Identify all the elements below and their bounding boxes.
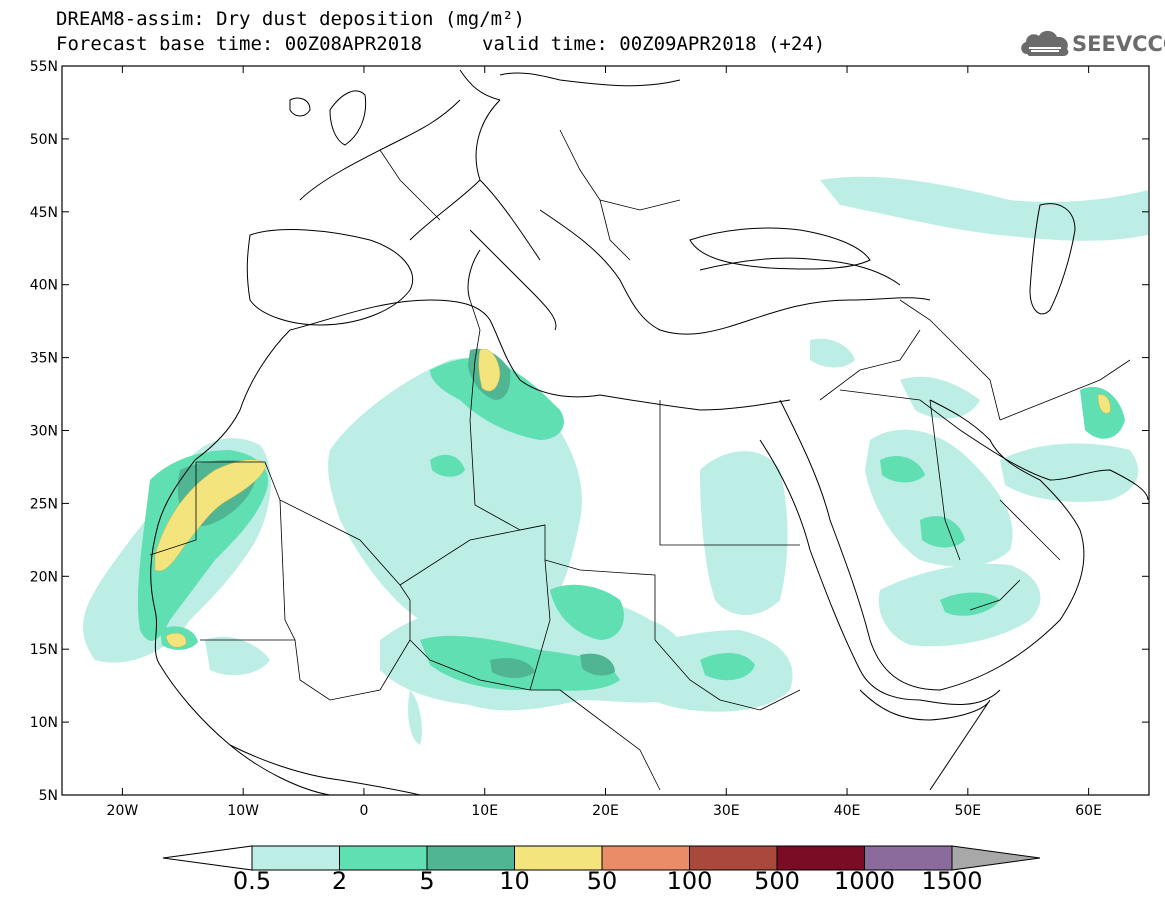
colorbar-label: 2 (331, 867, 348, 895)
colorbar-box (339, 845, 428, 871)
colorbar-label: 1000 (833, 867, 896, 895)
lon-tick-label: 40E (834, 803, 861, 819)
dust-level-0.5 (83, 176, 1148, 745)
lon-tick-label: 0 (359, 803, 368, 819)
colorbar-label: 1500 (921, 867, 983, 895)
lat-tick-label: 15N (30, 642, 58, 658)
colorbar-label: 0.5 (232, 867, 272, 895)
colorbar-box (251, 845, 340, 871)
longitude-axis: 20W 10W 0 10E 20E 30E 40E 50E 60E (107, 66, 1102, 819)
forecast-base-time: Forecast base time: 00Z08APR2018 (56, 33, 423, 55)
lat-tick-label: 30N (30, 424, 58, 440)
colorbar-label: 100 (666, 867, 713, 895)
colorbar-box (689, 845, 778, 871)
lat-tick-label: 20N (30, 569, 58, 585)
lat-tick-label: 25N (30, 496, 58, 512)
colorbar-label: 500 (754, 867, 800, 895)
colorbar-box (776, 845, 865, 871)
lon-tick-label: 50E (954, 803, 981, 819)
colorbar (162, 845, 1041, 871)
lon-tick-label: 60E (1075, 803, 1102, 819)
valid-time: valid time: 00Z09APR2018 (+24) (482, 33, 826, 55)
colorbar-right-arrow (951, 845, 1041, 871)
logo-text: SEEVCCC (1072, 32, 1165, 56)
lat-tick-label: 5N (39, 788, 58, 804)
colorbar-box (426, 845, 515, 871)
lat-tick-label: 55N (30, 59, 58, 75)
seevccc-logo: SEEVCCC (1017, 26, 1165, 60)
lon-tick-label: 30E (713, 803, 740, 819)
lat-tick-label: 35N (30, 351, 58, 367)
dust-fields (83, 176, 1148, 745)
map-title: DREAM8-assim: Dry dust deposition (mg/m²… (56, 8, 525, 30)
cloud-icon (1021, 30, 1069, 56)
lon-tick-label: 10W (227, 803, 259, 819)
latitude-axis: 55N 50N 45N 40N 35N 30N 25N 20N 15N 10N 5N (30, 59, 1149, 804)
lat-tick-label: 10N (30, 715, 58, 731)
colorbar-label: 10 (499, 867, 530, 895)
colorbar-label: 50 (586, 867, 618, 895)
dust-level-10 (154, 348, 1111, 648)
colorbar-box (864, 845, 953, 871)
lat-tick-label: 45N (30, 205, 58, 221)
colorbar-label: 5 (419, 867, 435, 895)
lat-tick-label: 50N (30, 132, 58, 148)
lon-tick-label: 20E (592, 803, 619, 819)
country-borders (149, 129, 1131, 791)
lat-tick-label: 40N (30, 278, 58, 294)
lon-tick-label: 20W (107, 803, 139, 819)
lon-tick-label: 10E (471, 803, 498, 819)
coastlines (150, 69, 1149, 795)
colorbar-box (514, 845, 603, 871)
